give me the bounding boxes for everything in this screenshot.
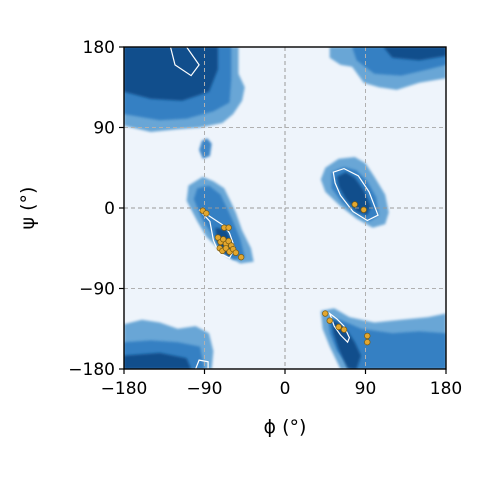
- data-point: [225, 224, 232, 231]
- x-tick-label: −180: [101, 379, 148, 399]
- density-map: [124, 47, 446, 369]
- data-point: [340, 326, 348, 333]
- density-beta-top-left: [124, 47, 245, 132]
- x-tick-label: 0: [280, 379, 291, 399]
- density-beta-bottom-left: [124, 319, 214, 369]
- density-top-right-level-3: [383, 47, 446, 61]
- y-tick-label: −90: [79, 280, 115, 300]
- data-point: [364, 332, 371, 340]
- density-beta-top-left-level-3: [124, 47, 218, 101]
- density-left-handed-alpha-level-3: [336, 172, 371, 216]
- x-tick-label: 90: [355, 379, 377, 399]
- density-beta-top-left-contour-line: [169, 47, 200, 77]
- data-point: [203, 210, 210, 217]
- density-left-handed-alpha-contour-line: [332, 167, 379, 222]
- y-tick-label: 90: [93, 119, 115, 139]
- data-point: [326, 317, 333, 324]
- data-point: [364, 339, 371, 346]
- density-bottom-right: [320, 308, 446, 369]
- y-tick-label: 0: [104, 199, 115, 219]
- x-tick-label: 180: [430, 379, 462, 399]
- y-tick-label: −180: [68, 360, 115, 380]
- density-top-right: [329, 47, 446, 90]
- y-tick-label: 180: [83, 38, 115, 58]
- axis-ticks: −180 −90 0 90 180 −180 −90 0 90 180: [68, 38, 462, 399]
- x-axis-label: ϕ (°): [264, 416, 307, 438]
- density-beta-bottom-left-contour-line: [194, 359, 209, 369]
- data-point: [322, 310, 329, 317]
- density-beta-bottom-left-level-3: [124, 352, 192, 369]
- density-bottom-right-contour-line: [328, 311, 351, 344]
- data-point: [238, 254, 245, 261]
- data-point: [225, 237, 232, 245]
- y-axis-label: ψ (°): [17, 187, 39, 230]
- x-tick-label: −90: [187, 379, 223, 399]
- density-blob-isolated: [199, 138, 212, 159]
- data-points: [199, 201, 371, 346]
- data-point: [232, 249, 239, 256]
- data-point: [335, 323, 342, 331]
- data-point: [351, 201, 358, 208]
- data-point: [360, 206, 367, 213]
- density-blob-isolated-level-1: [199, 138, 212, 159]
- density-left-handed-alpha: [320, 157, 389, 228]
